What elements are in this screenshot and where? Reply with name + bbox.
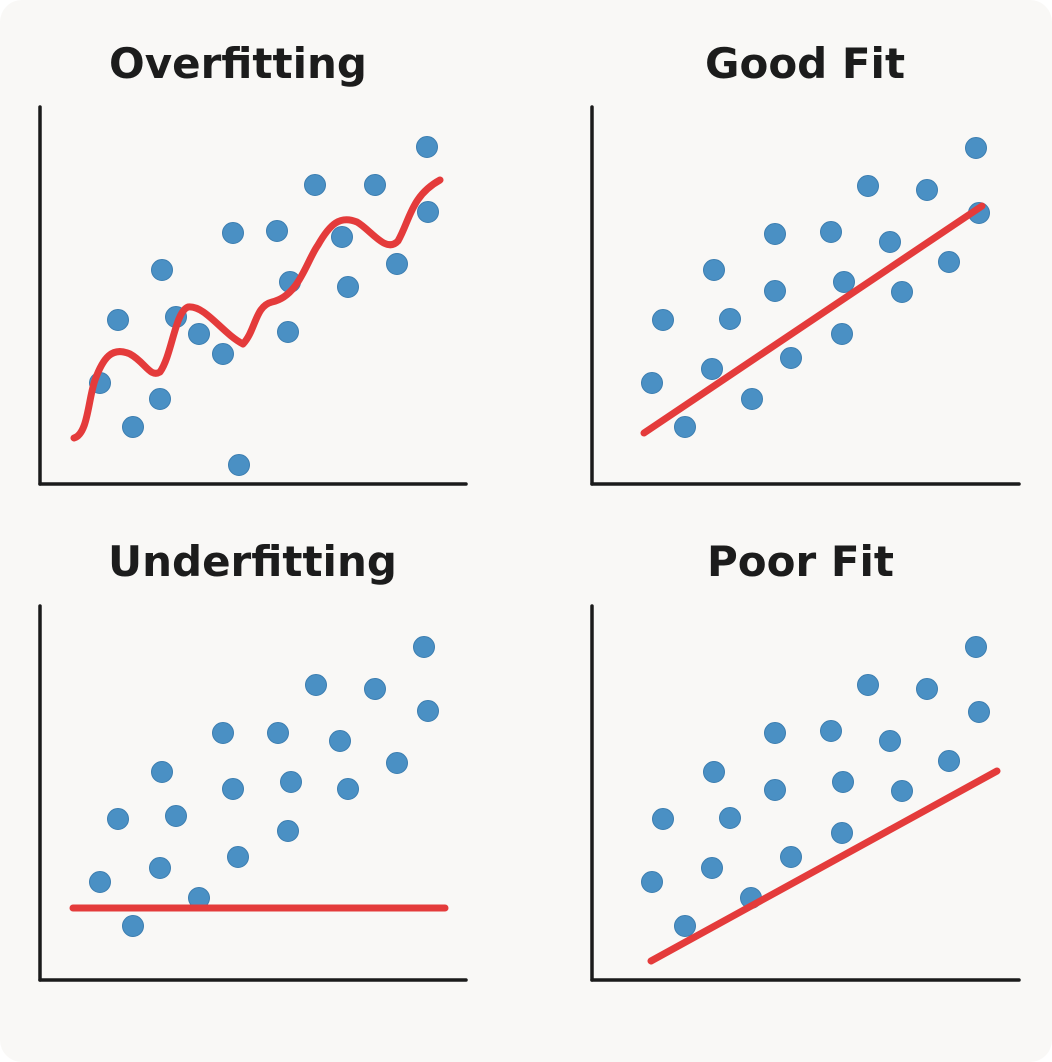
data-point [364,174,386,196]
overfitting-plot [38,105,468,486]
data-point [386,253,408,275]
data-point [891,281,913,303]
data-points [641,636,990,937]
data-point [413,636,435,658]
data-point [652,309,674,331]
data-point [916,678,938,700]
data-point [741,388,763,410]
data-point [122,416,144,438]
data-point [212,343,234,365]
data-point [266,220,288,242]
data-point [701,857,723,879]
data-point [701,358,723,380]
data-point [149,857,171,879]
panel-title: Good Fit [705,39,906,88]
data-point [780,347,802,369]
data-point [857,674,879,696]
data-point [337,778,359,800]
data-point [331,226,353,248]
data-point [107,309,129,331]
data-point [968,701,990,723]
good-fit-plot [590,105,1021,486]
data-point [719,807,741,829]
data-point [764,722,786,744]
data-point [965,137,987,159]
data-point [833,271,855,293]
data-point [831,822,853,844]
data-point [151,761,173,783]
data-point [820,221,842,243]
panel-underfitting: Underfitting [0,531,526,1062]
data-point [965,636,987,658]
data-points [89,636,439,937]
panel-title: Poor Fit [707,537,894,586]
data-point [820,720,842,742]
data-point [674,416,696,438]
panel-poor-fit: Poor Fit [526,531,1052,1062]
data-point [417,700,439,722]
data-point [304,174,326,196]
data-point [703,761,725,783]
data-point [329,730,351,752]
data-point [277,321,299,343]
data-points [641,137,990,438]
underfitting-plot [38,604,468,982]
panel-title: Overfitting [109,39,367,88]
data-point [122,915,144,937]
data-point [386,752,408,774]
data-point [879,231,901,253]
data-point [831,323,853,345]
data-point [228,454,250,476]
data-point [891,780,913,802]
data-point [764,779,786,801]
data-point [267,722,289,744]
data-point [417,201,439,223]
data-point [916,179,938,201]
data-points [89,136,439,476]
data-point [227,846,249,868]
data-point [674,915,696,937]
data-point [703,259,725,281]
data-point [222,778,244,800]
data-point [641,372,663,394]
data-point [89,871,111,893]
data-point [280,771,302,793]
data-point [212,722,234,744]
data-point [151,259,173,281]
data-point [780,846,802,868]
data-point [165,805,187,827]
data-point [938,251,960,273]
data-point [188,323,210,345]
data-point [364,678,386,700]
panel-good-fit: Good Fit [526,0,1052,531]
data-point [222,222,244,244]
data-point [305,674,327,696]
data-point [277,820,299,842]
data-point [652,808,674,830]
poor-fit-plot [590,604,1021,982]
panel-overfitting: Overfitting [0,0,526,531]
data-point [938,750,960,772]
data-point [832,771,854,793]
data-point [764,223,786,245]
panel-title: Underfitting [108,537,397,586]
data-point [107,808,129,830]
fit-line [647,767,1001,965]
data-point [719,308,741,330]
data-point [337,276,359,298]
data-point [149,388,171,410]
fit-line [640,202,986,437]
fit-curve [70,176,444,442]
data-point [641,871,663,893]
data-point [416,136,438,158]
data-point [857,175,879,197]
data-point [764,280,786,302]
data-point [879,730,901,752]
